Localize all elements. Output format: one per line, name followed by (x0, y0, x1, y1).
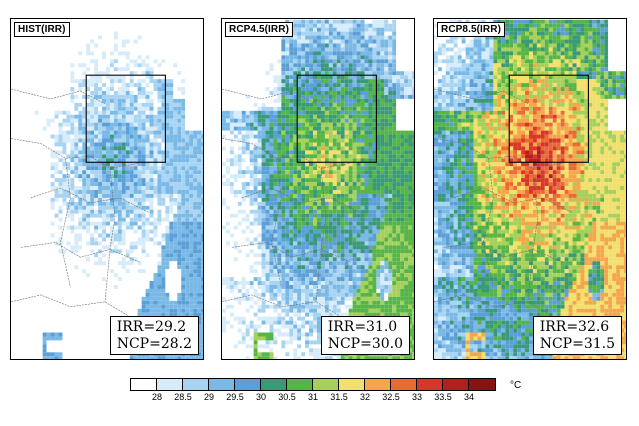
panel-title: RCP4.5(IRR) (225, 22, 293, 37)
unit-label: °C (510, 380, 522, 391)
map-panel-rcp85: RCP8.5(IRR) IRR=32.6 NCP=31.5 (433, 18, 627, 360)
map-panel-rcp45: RCP4.5(IRR) IRR=31.0 NCP=30.0 (221, 18, 415, 360)
colorbar-tick-label: 31.5 (330, 392, 348, 402)
colorbar-swatch (157, 379, 183, 390)
colorbar-tick-label: 33.5 (434, 392, 452, 402)
colorbar-tick-label: 28.5 (174, 392, 192, 402)
panel-title: RCP8.5(IRR) (437, 22, 505, 37)
colorbar-swatch (443, 379, 469, 390)
irr-value: IRR=29.2 (116, 319, 187, 335)
panel-title: HIST(IRR) (14, 22, 70, 37)
colorbar-tick-label: 30 (255, 392, 267, 402)
colorbar-swatch (183, 379, 209, 390)
colorbar-swatch (235, 379, 261, 390)
colorbar-tick-label: 34 (463, 392, 475, 402)
stats-box: IRR=29.2 NCP=28.2 (109, 316, 199, 355)
ncp-region-box (508, 74, 589, 163)
colorbar-tick-label: 29 (203, 392, 215, 402)
colorbar-tick-label: 32 (359, 392, 371, 402)
ncp-region-box (296, 74, 377, 163)
ncp-value: NCP=28.2 (116, 336, 192, 352)
ncp-region-box (85, 74, 166, 163)
ncp-value: NCP=30.0 (327, 336, 403, 352)
colorbar-tick-label: 33 (411, 392, 423, 402)
colorbar-swatch (391, 379, 417, 390)
irr-value: IRR=32.6 (539, 319, 610, 335)
map-panel-hist: HIST(IRR) IRR=29.2 NCP=28.2 (10, 18, 204, 360)
colorbar-tick-label: 32.5 (382, 392, 400, 402)
map-rcp45 (222, 19, 414, 359)
colorbar-tick-label: 31 (307, 392, 319, 402)
colorbar-tick-label: 28 (151, 392, 163, 402)
colorbar-tick-label: 29.5 (226, 392, 244, 402)
colorbar-swatch (313, 379, 339, 390)
irr-value: IRR=31.0 (327, 319, 398, 335)
stats-box: IRR=31.0 NCP=30.0 (320, 316, 410, 355)
map-rcp85 (434, 19, 626, 359)
colorbar-swatch (339, 379, 365, 390)
colorbar-swatch (131, 379, 157, 390)
colorbar-swatch (365, 379, 391, 390)
map-hist (11, 19, 203, 359)
colorbar-swatch (261, 379, 287, 390)
colorbar-swatch (209, 379, 235, 390)
colorbar-swatch (287, 379, 313, 390)
colorbar-swatch (417, 379, 443, 390)
ncp-value: NCP=31.5 (539, 336, 615, 352)
stats-box: IRR=32.6 NCP=31.5 (532, 316, 622, 355)
colorbar-swatch (469, 379, 495, 390)
colorbar-tick-label: 30.5 (278, 392, 296, 402)
colorbar (130, 378, 496, 391)
